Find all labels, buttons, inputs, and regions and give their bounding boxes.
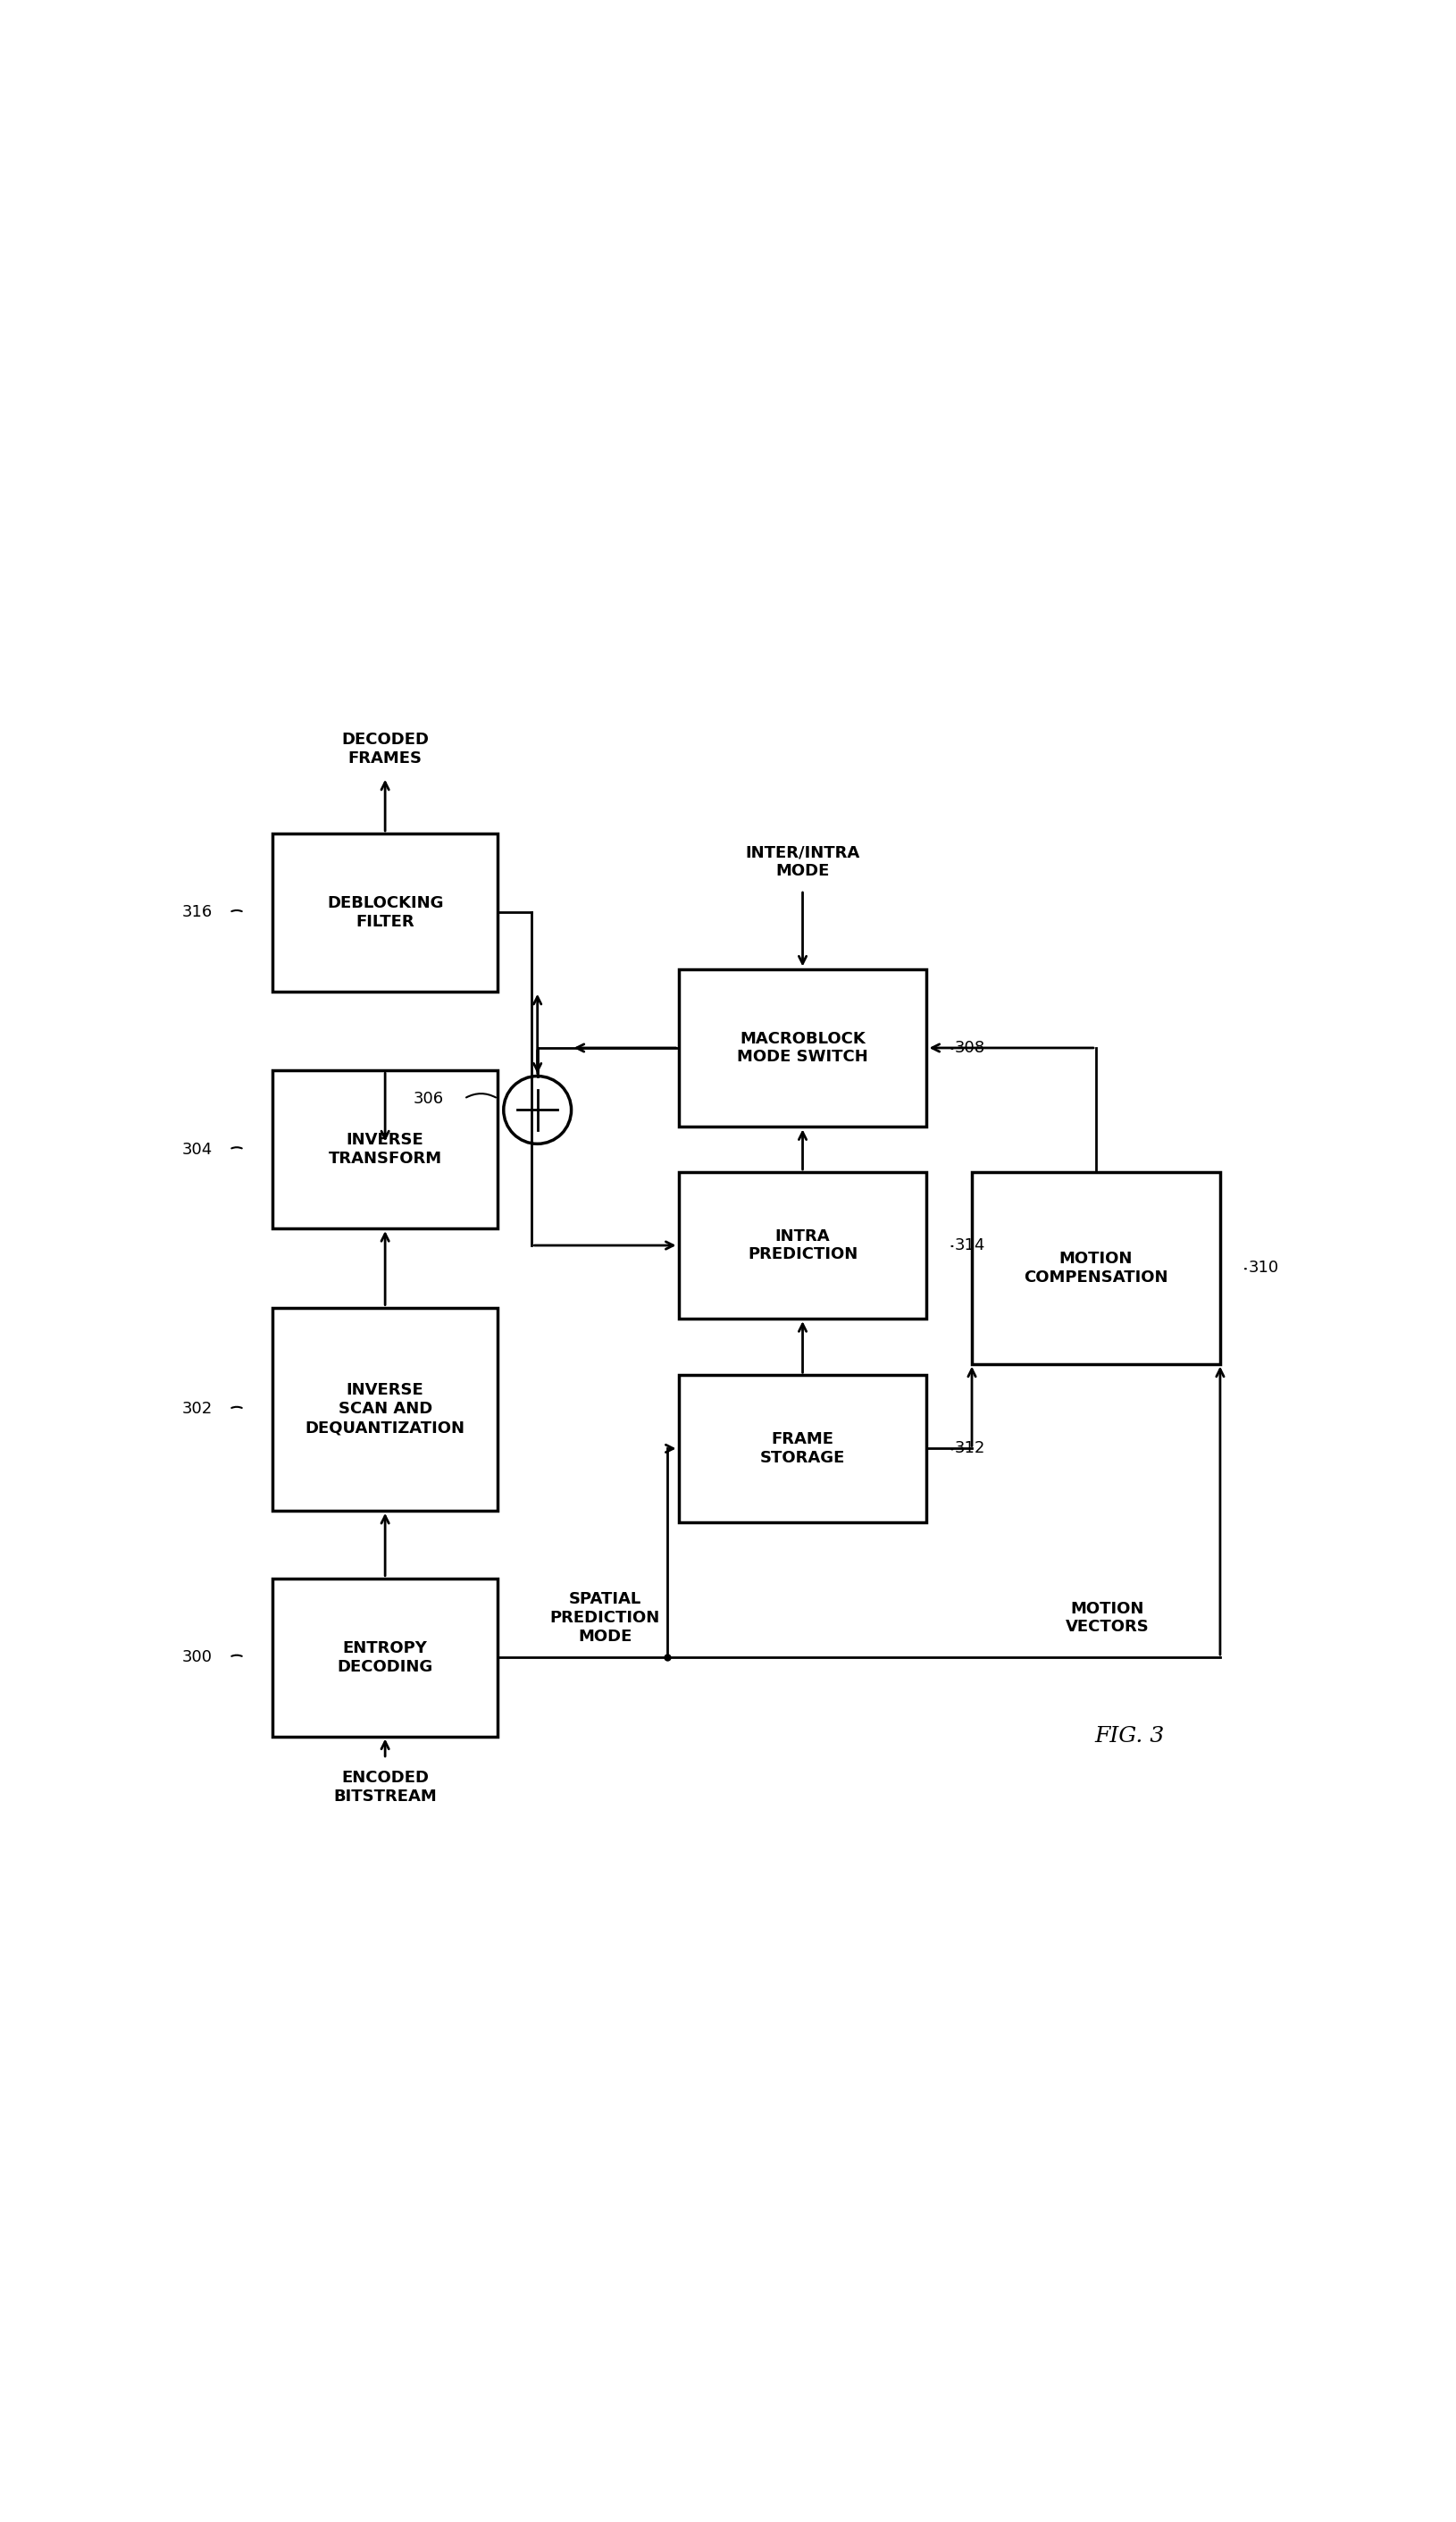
Text: 310: 310	[1248, 1261, 1278, 1276]
Bar	[678, 1173, 927, 1319]
Text: MACROBLOCK
MODE SWITCH: MACROBLOCK MODE SWITCH	[737, 1031, 868, 1064]
Text: 302: 302	[182, 1402, 213, 1417]
Text: 316: 316	[182, 905, 213, 921]
Text: 312: 312	[955, 1440, 986, 1458]
Bar	[678, 968, 927, 1127]
Bar	[272, 1306, 498, 1511]
Text: 308: 308	[955, 1039, 986, 1057]
Bar	[272, 1579, 498, 1735]
Text: FIG. 3: FIG. 3	[1095, 1725, 1165, 1748]
Text: DEBLOCKING
FILTER: DEBLOCKING FILTER	[326, 895, 444, 931]
Text: INTRA
PREDICTION: INTRA PREDICTION	[747, 1228, 858, 1264]
Text: INTER/INTRA
MODE: INTER/INTRA MODE	[745, 845, 860, 880]
Text: 306: 306	[414, 1090, 444, 1107]
Text: 314: 314	[955, 1238, 986, 1253]
Text: INVERSE
TRANSFORM: INVERSE TRANSFORM	[329, 1132, 441, 1168]
Text: ENCODED
BITSTREAM: ENCODED BITSTREAM	[333, 1770, 437, 1803]
Bar	[973, 1173, 1220, 1364]
Text: 304: 304	[182, 1142, 213, 1158]
Text: DECODED
FRAMES: DECODED FRAMES	[341, 731, 430, 767]
Text: ENTROPY
DECODING: ENTROPY DECODING	[338, 1639, 432, 1675]
Text: MOTION
COMPENSATION: MOTION COMPENSATION	[1024, 1251, 1168, 1286]
Bar	[272, 1069, 498, 1228]
Bar	[678, 1374, 927, 1521]
Text: INVERSE
SCAN AND
DEQUANTIZATION: INVERSE SCAN AND DEQUANTIZATION	[306, 1382, 464, 1435]
Bar	[272, 832, 498, 991]
Text: 300: 300	[182, 1649, 213, 1665]
Text: MOTION
VECTORS: MOTION VECTORS	[1066, 1601, 1149, 1634]
Text: FRAME
STORAGE: FRAME STORAGE	[760, 1430, 846, 1465]
Text: SPATIAL
PREDICTION
MODE: SPATIAL PREDICTION MODE	[550, 1591, 660, 1644]
